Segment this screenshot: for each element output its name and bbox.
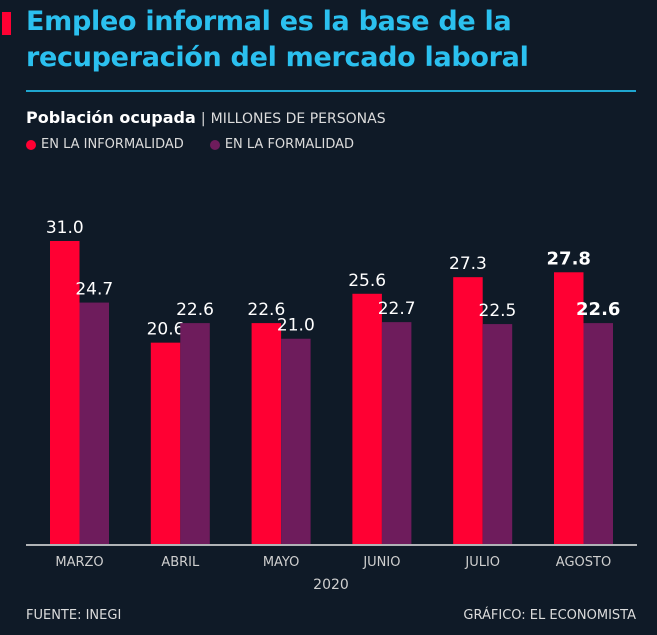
x-tick-label-mayo: MAYO xyxy=(263,555,300,570)
value-label-formal-abril: 22.6 xyxy=(176,300,214,320)
x-tick-label-junio: JUNIO xyxy=(362,555,400,570)
bar-informal-marzo xyxy=(50,241,80,544)
value-label-informal-mayo: 22.6 xyxy=(247,300,285,320)
bar-formal-agosto xyxy=(583,323,613,544)
value-label-formal-julio: 22.5 xyxy=(479,301,517,321)
x-tick-label-julio: JULIO xyxy=(464,555,500,570)
value-label-informal-marzo: 31.0 xyxy=(46,218,84,238)
bar-informal-abril xyxy=(150,342,181,544)
subtitle-measure: Población ocupada xyxy=(26,108,196,127)
legend-label-formal: EN LA FORMALIDAD xyxy=(224,137,355,152)
bar-formal-junio xyxy=(381,322,412,544)
x-tick-label-agosto: AGOSTO xyxy=(556,555,611,570)
bar-formal-julio xyxy=(482,324,513,544)
x-tick-label-abril: ABRIL xyxy=(161,555,200,570)
legend-label-informal: EN LA INFORMALIDAD xyxy=(41,137,184,152)
legend-dot-formal-icon xyxy=(209,139,220,150)
legend-item-informal: EN LA INFORMALIDAD xyxy=(26,137,184,152)
chart-subtitle: Población ocupada | MILLONES DE PERSONAS xyxy=(26,108,386,127)
subtitle-separator: | xyxy=(200,111,206,127)
value-label-informal-junio: 25.6 xyxy=(348,271,386,291)
credit-note: GRÁFICO: EL ECONOMISTA xyxy=(463,608,636,623)
bar-informal-julio xyxy=(453,277,483,544)
value-label-formal-mayo: 21.0 xyxy=(277,316,315,336)
legend-item-formal: EN LA FORMALIDAD xyxy=(209,137,355,152)
value-label-formal-junio: 22.7 xyxy=(378,299,416,319)
x-tick-label-marzo: MARZO xyxy=(55,555,103,570)
subtitle-unit: MILLONES DE PERSONAS xyxy=(210,111,386,127)
legend: EN LA INFORMALIDAD EN LA FORMALIDAD xyxy=(26,137,354,152)
value-label-informal-julio: 27.3 xyxy=(449,254,487,274)
value-label-informal-agosto: 27.8 xyxy=(547,248,591,269)
chart-title: Empleo informal es la base de la recuper… xyxy=(26,6,529,73)
title-accent-bar xyxy=(2,12,11,35)
bar-informal-agosto xyxy=(554,272,584,544)
value-label-informal-abril: 20.6 xyxy=(147,320,185,340)
x-axis-label: 2020 xyxy=(313,577,349,593)
bar-formal-mayo xyxy=(281,338,311,544)
bar-formal-abril xyxy=(180,323,210,544)
bar-formal-marzo xyxy=(79,302,109,544)
legend-dot-informal-icon xyxy=(26,139,36,150)
title-divider xyxy=(26,90,636,92)
value-label-formal-agosto: 22.6 xyxy=(576,299,620,320)
bar-informal-mayo xyxy=(251,323,282,544)
bar-informal-junio xyxy=(352,293,382,544)
source-note: FUENTE: INEGI xyxy=(26,608,122,623)
value-label-formal-marzo: 24.7 xyxy=(75,280,113,300)
